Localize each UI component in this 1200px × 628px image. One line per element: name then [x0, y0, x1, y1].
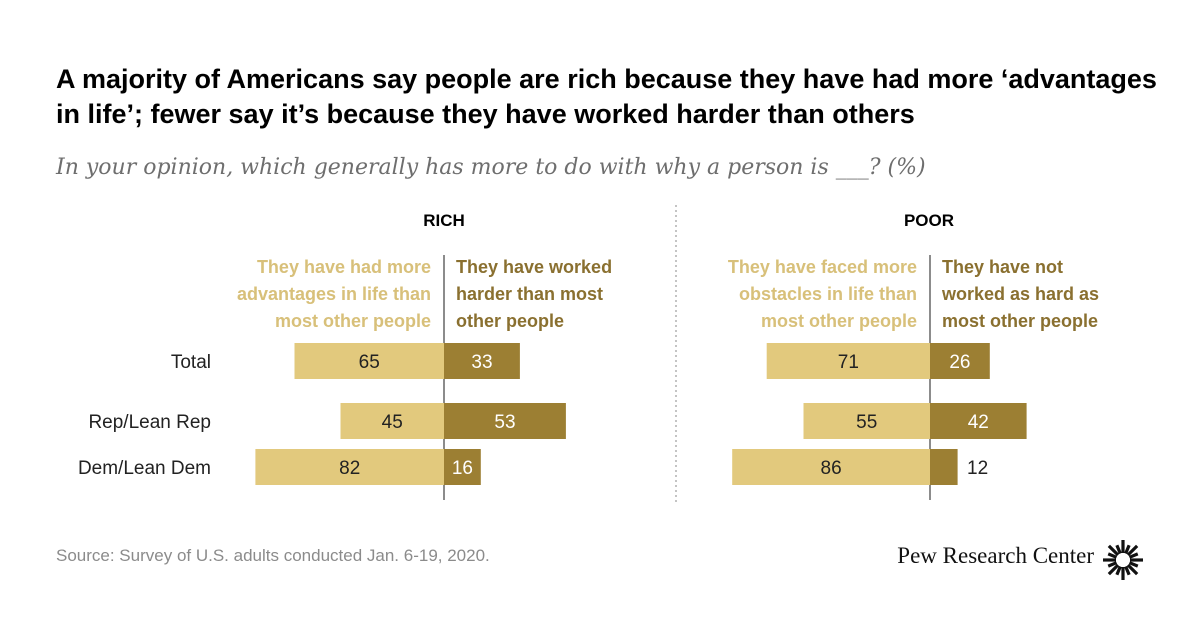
bar-left — [732, 449, 930, 485]
bar-right-value: 33 — [471, 352, 492, 373]
source-note: Source: Survey of U.S. adults conducted … — [56, 546, 490, 565]
panel-title: POOR — [904, 211, 954, 230]
bar-left — [803, 403, 930, 439]
pew-logo-icon — [1103, 540, 1143, 580]
bar-left-value: 82 — [339, 458, 360, 479]
panel-title: RICH — [423, 211, 465, 230]
bar-right-value: 42 — [968, 412, 989, 433]
bar-right — [444, 343, 520, 379]
logo-ray — [1115, 544, 1122, 555]
bar-left-value: 55 — [856, 412, 877, 433]
bar-left — [255, 449, 444, 485]
logo-ray — [1128, 552, 1139, 559]
legend-left-line: advantages in life than — [237, 284, 431, 304]
legend-left-line: obstacles in life than — [739, 284, 917, 304]
legend-left-line: They have faced more — [728, 257, 917, 277]
bar-left — [766, 343, 930, 379]
logo-ray — [1124, 544, 1131, 555]
logo-ray — [1107, 563, 1120, 576]
legend-right-line: They have not — [942, 257, 1063, 277]
legend-left-line: most other people — [761, 311, 917, 331]
bar-right — [444, 449, 481, 485]
bar-left-value: 86 — [821, 458, 842, 479]
logo-ray — [1107, 544, 1120, 557]
logo-ray — [1107, 561, 1118, 568]
logo-ray — [1115, 565, 1122, 576]
legend-left-line: They have had more — [257, 257, 431, 277]
legend-right-line: harder than most — [456, 284, 603, 304]
chart-title: A majority of Americans say people are r… — [56, 64, 1157, 129]
bar-right — [930, 343, 990, 379]
brand-name: Pew Research Center — [897, 543, 1094, 568]
bar-right-value: 26 — [949, 352, 970, 373]
logo-ray — [1128, 561, 1139, 568]
legend-right-line: worked as hard as — [941, 284, 1099, 304]
logo-ray — [1126, 563, 1139, 576]
category-label: Total — [171, 352, 211, 373]
bar-left — [340, 403, 444, 439]
logo-ray — [1126, 544, 1139, 557]
bar-right — [444, 403, 566, 439]
bar-left — [294, 343, 444, 379]
logo-ray — [1124, 565, 1131, 576]
bar-right — [930, 449, 958, 485]
chart-subtitle: In your opinion, which generally has mor… — [56, 155, 926, 180]
category-label: Rep/Lean Rep — [88, 412, 211, 433]
bar-right-value: 12 — [967, 458, 988, 479]
legend-left-line: most other people — [275, 311, 431, 331]
legend-right-line: most other people — [942, 311, 1098, 331]
logo-ray — [1107, 552, 1118, 559]
bar-left-value: 71 — [838, 352, 859, 373]
bar-left-value: 45 — [382, 412, 403, 433]
category-label: Dem/Lean Dem — [78, 458, 211, 479]
bar-right-value: 53 — [494, 412, 515, 433]
legend-right-line: They have worked — [456, 257, 612, 277]
bar-right — [930, 403, 1027, 439]
bar-right-value: 16 — [452, 458, 473, 479]
legend-right-line: other people — [456, 311, 564, 331]
bar-left-value: 65 — [359, 352, 380, 373]
